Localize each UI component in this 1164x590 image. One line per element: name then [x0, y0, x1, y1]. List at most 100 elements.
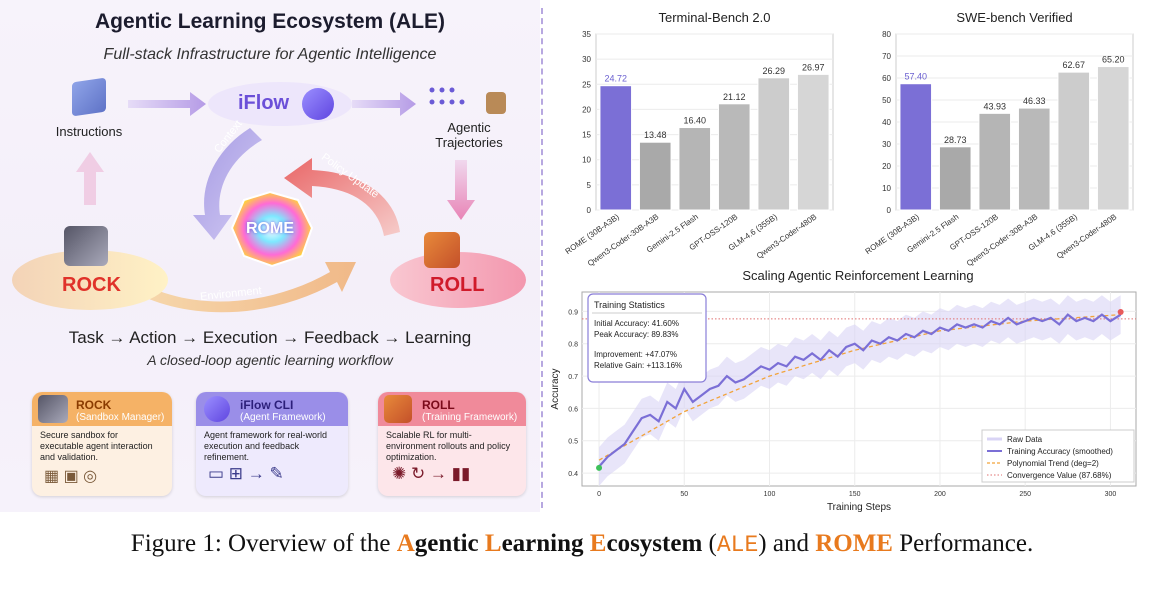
rock-card-header: ROCK (Sandbox Manager)	[32, 392, 172, 426]
workflow-subtitle: A closed-loop agentic learning workflow	[147, 352, 393, 368]
terminal-bench-value-label: 26.29	[762, 66, 785, 76]
iflow-small-icon	[204, 396, 230, 422]
swe-bench-ytick-label: 70	[882, 52, 891, 61]
swe-bench-value-label: 46.33	[1023, 96, 1046, 106]
swe-bench-ytick-label: 40	[882, 118, 891, 127]
roll-card-header: ROLL (Training Framework)	[378, 392, 526, 426]
panel-divider	[541, 8, 543, 508]
swe-bench-value-label: 28.73	[944, 135, 967, 145]
iflow-card-role: (Agent Framework)	[240, 412, 326, 423]
roll-dice-small-icon	[384, 395, 412, 423]
caption-a: A	[396, 530, 415, 557]
terminal-bench-chart: Terminal-Bench 2.00510152025303524.72ROM…	[564, 10, 834, 268]
iflow-logo-icon	[302, 88, 334, 120]
rock-cube-icon	[64, 226, 108, 266]
scaling-start-point	[596, 464, 603, 471]
scaling-stats-line: Peak Accuracy: 89.83%	[594, 330, 679, 339]
rock-cube-small-icon	[38, 395, 68, 423]
terminal-bench-xtick-label: Qwen3-Coder-30B-A3B	[586, 212, 660, 268]
rock-card-role: (Sandbox Manager)	[76, 412, 165, 423]
scaling-ytick-label: 0.8	[568, 342, 578, 349]
rock-card: ROCK (Sandbox Manager) Secure sandbox fo…	[32, 392, 172, 496]
terminal-bench-bar	[678, 127, 712, 211]
scaling-xtick-label: 150	[849, 491, 861, 498]
swe-bench-bar	[1096, 66, 1130, 211]
ale-title: Agentic Learning Ecosystem (ALE)	[94, 10, 446, 33]
rock-label: ROCK	[62, 274, 121, 296]
ale-overview-panel: Agentic Learning Ecosystem (ALE) Full-st…	[0, 0, 540, 512]
terminal-bench-value-label: 13.48	[644, 130, 667, 140]
scaling-title: Scaling Agentic Reinforcement Learning	[742, 268, 973, 283]
terminal-bench-ytick-label: 10	[582, 156, 591, 165]
scaling-xtick-label: 200	[934, 491, 946, 498]
scaling-ytick-label: 0.7	[568, 374, 578, 381]
terminal-bench-bar	[757, 77, 791, 211]
iflow-card-name: iFlow CLI	[240, 398, 294, 412]
terminal-bench-bar	[717, 103, 751, 211]
instructions-icon	[72, 77, 106, 117]
terminal-bench-value-label: 26.97	[802, 62, 825, 72]
caption-a-rest: gentic	[414, 530, 485, 557]
roll-label: ROLL	[430, 274, 485, 296]
roll-card-description: Scalable RL for multi-environment rollou…	[386, 430, 511, 462]
roll-card-name: ROLL	[422, 398, 455, 412]
scaling-ytick-label: 0.9	[568, 309, 578, 316]
sandbox-icons: ▦ ▣ ◎	[44, 468, 98, 485]
caption-l: L	[484, 530, 502, 557]
scaling-legend-entry: Training Accuracy (smoothed)	[1007, 447, 1113, 456]
roll-card-role: (Training Framework)	[422, 412, 518, 423]
terminal-bench-bar	[599, 85, 633, 211]
terminal-bench-value-label: 24.72	[604, 74, 627, 84]
scaling-smoothed-line	[598, 313, 1122, 468]
swe-bench-ytick-label: 10	[882, 184, 891, 193]
scaling-stats-line: Relative Gain: +113.16%	[594, 361, 682, 370]
terminal-bench-ytick-label: 5	[587, 181, 592, 190]
ale-cycle-diagram	[12, 82, 526, 313]
caption-suffix: Performance.	[892, 530, 1034, 557]
swe-bench-chart: SWE-bench Verified 0 10 20 30 40 50 60 70 80 57.40…	[864, 10, 1134, 268]
terminal-bench-value-label: 21.12	[723, 92, 746, 102]
swe-bench-ytick-label: 20	[882, 162, 891, 171]
caption-close: ) and	[758, 530, 816, 557]
scaling-legend-entry: Polynomial Trend (deg=2)	[1007, 459, 1099, 468]
scaling-peak-point	[1117, 308, 1124, 315]
scaling-legend-entry: Raw Data	[1007, 435, 1043, 444]
terminal-bench-plot-area	[595, 33, 834, 211]
terminal-bench-ytick-label: 30	[582, 55, 591, 64]
swe-bench-bar	[1017, 107, 1051, 211]
scaling-xtick-label: 50	[680, 491, 688, 498]
scaling-stats-line: Improvement: +47.07%	[594, 350, 677, 359]
caption-e: E	[589, 530, 607, 557]
swe-bench-ytick-label: 50	[882, 96, 891, 105]
figure-caption: Figure 1: Overview of the Agentic Learni…	[0, 530, 1164, 558]
swe-bench-value-label: 62.67	[1062, 60, 1085, 70]
instructions-label: Instructions	[55, 124, 123, 139]
scaling-stats-box	[587, 293, 707, 383]
iflow-card-header: iFlow CLI (Agent Framework)	[196, 392, 348, 426]
rock-card-description: Secure sandbox for executable agent inte…	[40, 430, 153, 462]
swe-bench-xtick-label: Qwen3-Coder-30B-A3B	[965, 212, 1039, 268]
scaling-legend-entry: Convergence Value (87.68%)	[1007, 471, 1112, 480]
terminal-bench-ytick-label: 25	[582, 80, 591, 89]
workflow-steps: Task → Action → Execution → Feedback → L…	[68, 328, 472, 347]
rome-label: ROME	[246, 220, 294, 237]
swe-bench-bar	[978, 112, 1012, 211]
iflow-label: iFlow	[238, 92, 290, 114]
terminal-bench-bar	[796, 73, 830, 211]
caption-l-rest: earning	[501, 530, 590, 557]
swe-bench-ytick-label: 80	[882, 30, 891, 39]
scaling-ytick-label: 0.5	[568, 439, 578, 446]
caption-prefix: Figure 1: Overview of the	[130, 530, 397, 557]
scaling-xtick-label: 0	[597, 491, 601, 498]
terminal-bench-ytick-label: 35	[582, 30, 591, 39]
swe-bench-bar	[1057, 71, 1091, 211]
rl-training-icons: ✺ ↻ → ▮▮	[392, 464, 471, 483]
rock-card-name: ROCK	[76, 398, 112, 412]
scaling-rl-chart: Scaling Agentic Reinforcement Learning 0.…	[550, 268, 1137, 513]
robot-icon	[486, 92, 506, 114]
scaling-trend-line	[598, 313, 1121, 461]
caption-ale: ALE	[716, 532, 759, 558]
roll-card: ROLL (Training Framework) Scalable RL fo…	[378, 392, 526, 496]
roll-dice-icon	[424, 232, 460, 268]
swe-bench-value-label: 65.20	[1102, 55, 1125, 65]
